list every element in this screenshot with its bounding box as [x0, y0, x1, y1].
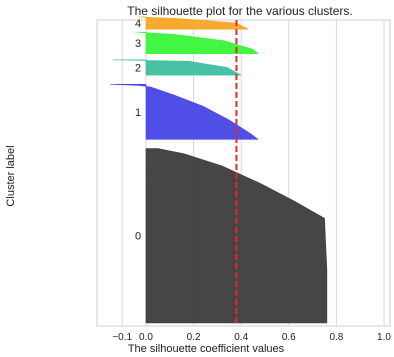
y-axis-label: Cluster label	[5, 145, 17, 206]
x-tick-label-3: 0.4	[234, 332, 248, 343]
cluster-label-4: 4	[135, 18, 141, 30]
cluster-3-silhouette	[136, 31, 259, 55]
cluster-2-silhouette	[112, 59, 242, 76]
x-tick-label-5: 0.8	[329, 332, 343, 343]
cluster-0-silhouette	[145, 148, 328, 324]
cluster-label-2: 2	[135, 62, 141, 74]
x-tick-label-6: 1.0	[377, 332, 391, 343]
cluster-4-silhouette	[138, 16, 249, 30]
x-tick-label-0: −0.1	[112, 332, 132, 343]
cluster-1-silhouette	[110, 83, 259, 140]
cluster-label-1: 1	[135, 107, 141, 119]
plot-area: 0 1 2 3 4 −0.1 0.0 0.2 0.4 0.6 0.8 1.0	[96, 16, 391, 343]
x-tick-label-2: 0.2	[187, 332, 201, 343]
x-tick-label-4: 0.6	[282, 332, 296, 343]
chart-title: The silhouette plot for the various clus…	[127, 4, 352, 18]
x-axis-label: The silhouette coefficient values	[128, 343, 285, 355]
cluster-label-0: 0	[135, 231, 141, 243]
cluster-label-3: 3	[135, 38, 141, 50]
x-tick-label-1: 0.0	[139, 332, 153, 343]
